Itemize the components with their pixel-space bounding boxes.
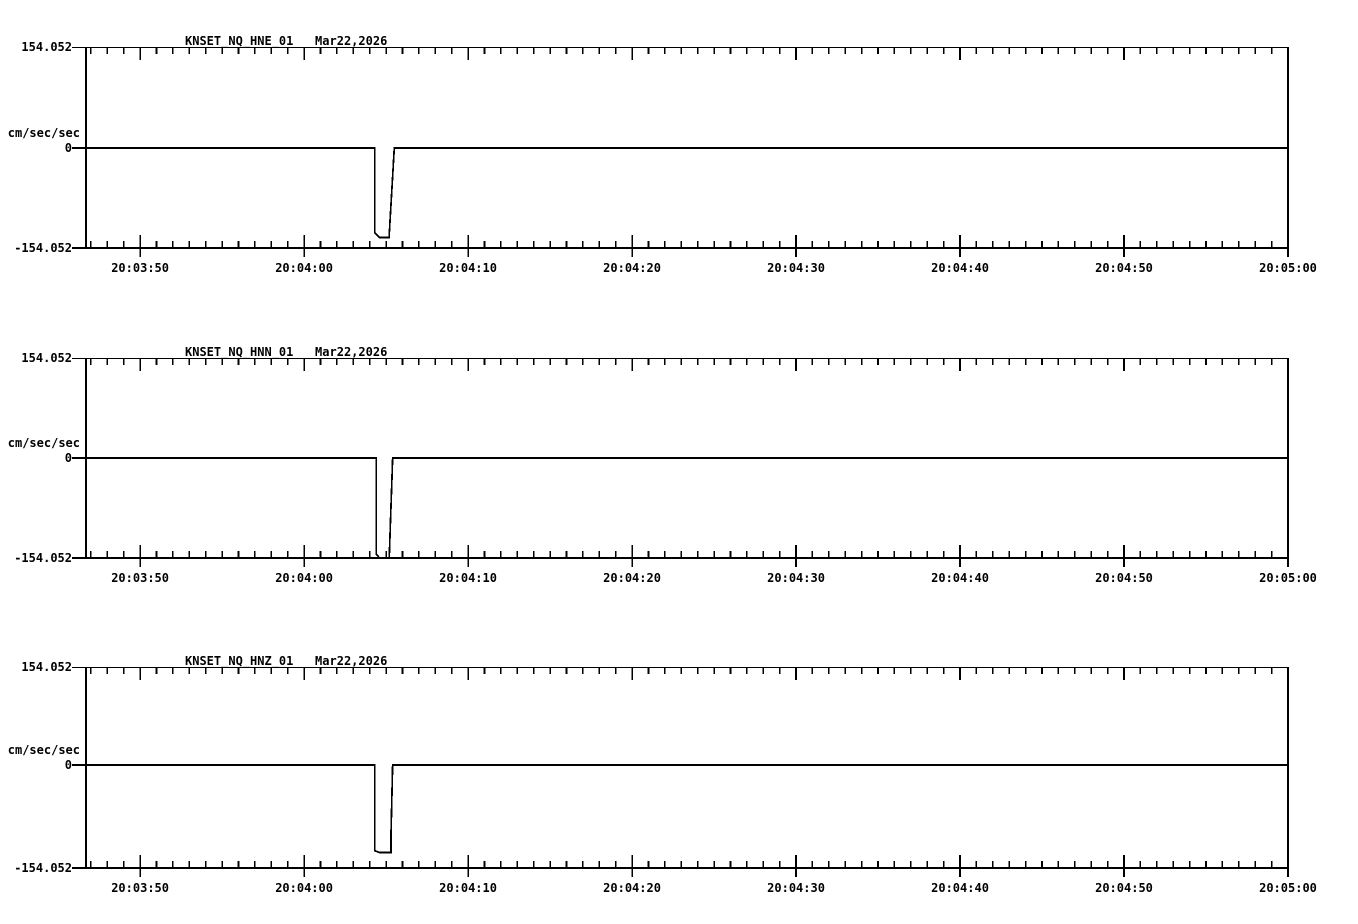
axis-ticks bbox=[72, 47, 1289, 257]
x-tick-label: 20:04:30 bbox=[767, 571, 825, 585]
plot-area bbox=[72, 47, 1289, 257]
y-tick-label: 154.052 bbox=[21, 660, 72, 674]
y-tick-label: 154.052 bbox=[21, 40, 72, 54]
axis-ticks bbox=[72, 667, 1289, 877]
waveform-trace bbox=[86, 457, 1288, 559]
x-tick-label: 20:03:50 bbox=[111, 261, 169, 275]
x-tick-label: 20:05:00 bbox=[1259, 261, 1317, 275]
plot-frame bbox=[85, 667, 1289, 869]
x-tick-label: 20:04:40 bbox=[931, 261, 989, 275]
x-tick-label: 20:04:30 bbox=[767, 881, 825, 895]
x-tick-label: 20:03:50 bbox=[111, 881, 169, 895]
x-tick-label: 20:04:00 bbox=[275, 571, 333, 585]
x-tick-label: 20:04:40 bbox=[931, 571, 989, 585]
y-tick-label: -154.052 bbox=[14, 861, 72, 875]
waveform-trace bbox=[86, 764, 1288, 854]
x-tick-label: 20:04:20 bbox=[603, 571, 661, 585]
seismogram-panel-hnn: KNSET_NQ_HNN_01 Mar22,2026 cm/sec/sec 154.… bbox=[0, 310, 1358, 610]
x-tick-label: 20:04:10 bbox=[439, 571, 497, 585]
x-tick-label: 20:04:10 bbox=[439, 881, 497, 895]
plot-area bbox=[72, 667, 1289, 877]
y-tick-label: 0 bbox=[64, 758, 72, 772]
x-tick-label: 20:05:00 bbox=[1259, 571, 1317, 585]
plot-title: KNSET_NQ_HNZ_01 Mar22,2026 bbox=[185, 654, 388, 668]
y-tick-label: 0 bbox=[64, 141, 72, 155]
x-tick-label: 20:04:20 bbox=[603, 261, 661, 275]
plot-area bbox=[72, 358, 1289, 567]
x-tick-label: 20:04:40 bbox=[931, 881, 989, 895]
axis-ticks bbox=[72, 358, 1289, 567]
plot-title: KNSET_NQ_HNE_01 Mar22,2026 bbox=[185, 34, 388, 48]
x-tick-label: 20:04:00 bbox=[275, 261, 333, 275]
y-tick-label: -154.052 bbox=[14, 551, 72, 565]
waveform-trace bbox=[86, 147, 1288, 239]
x-tick-label: 20:05:00 bbox=[1259, 881, 1317, 895]
seismogram-panel-hnz: KNSET_NQ_HNZ_01 Mar22,2026 cm/sec/sec 154.… bbox=[0, 620, 1358, 924]
y-axis-unit-label: cm/sec/sec bbox=[7, 126, 80, 140]
seismogram-panel-hne: KNSET_NQ_HNE_01 Mar22,2026 cm/sec/sec 154.… bbox=[0, 0, 1358, 300]
x-tick-label: 20:04:50 bbox=[1095, 881, 1153, 895]
y-tick-label: 154.052 bbox=[21, 351, 72, 365]
x-tick-label: 20:04:50 bbox=[1095, 571, 1153, 585]
y-tick-label: 0 bbox=[64, 451, 72, 465]
y-axis-unit-label: cm/sec/sec bbox=[7, 436, 80, 450]
x-tick-label: 20:04:10 bbox=[439, 261, 497, 275]
y-axis-unit-label: cm/sec/sec bbox=[7, 743, 80, 757]
x-tick-label: 20:04:30 bbox=[767, 261, 825, 275]
x-tick-label: 20:04:00 bbox=[275, 881, 333, 895]
plot-title: KNSET_NQ_HNN_01 Mar22,2026 bbox=[185, 345, 388, 359]
x-tick-label: 20:04:20 bbox=[603, 881, 661, 895]
x-tick-label: 20:04:50 bbox=[1095, 261, 1153, 275]
x-tick-label: 20:03:50 bbox=[111, 571, 169, 585]
y-tick-label: -154.052 bbox=[14, 241, 72, 255]
